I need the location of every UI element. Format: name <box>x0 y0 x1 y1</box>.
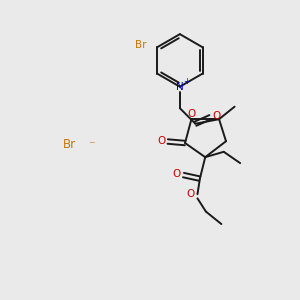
Text: Br: Br <box>135 40 147 50</box>
Text: +: + <box>183 77 190 86</box>
Text: ⁻: ⁻ <box>88 139 95 152</box>
Text: O: O <box>212 111 220 121</box>
Text: N: N <box>176 82 184 92</box>
Text: O: O <box>157 136 165 146</box>
Text: O: O <box>187 109 196 119</box>
Text: Br: Br <box>63 137 76 151</box>
Text: O: O <box>187 189 195 199</box>
Text: O: O <box>173 169 181 178</box>
